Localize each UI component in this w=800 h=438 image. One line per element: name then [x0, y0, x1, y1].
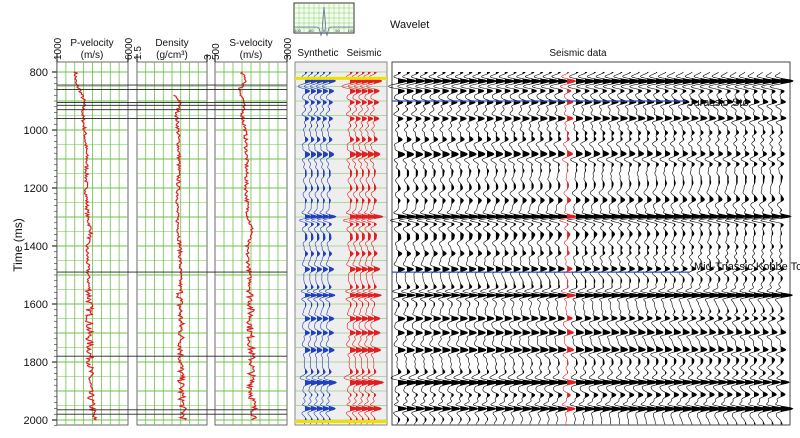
seismic-trace	[347, 71, 366, 425]
seismic-data-trace	[724, 71, 749, 425]
density-title: Density	[155, 38, 188, 49]
y-tick-label: 800	[30, 67, 48, 79]
p-velocity-unit: (m/s)	[81, 50, 104, 61]
seismic-data-trace	[451, 71, 473, 425]
wavelet-inset: -100 -50 0 50 100	[293, 2, 355, 37]
seismic-trace	[360, 71, 378, 425]
seismic-data-trace	[584, 71, 607, 425]
log-curve-density	[173, 94, 188, 421]
density-min: 1.5	[133, 46, 144, 60]
seismic-data-trace	[522, 71, 544, 425]
seismic-data-trace	[442, 71, 464, 425]
s-velocity-title: S-velocity	[229, 38, 272, 49]
seismic-data-trace	[513, 71, 535, 425]
wavelet-tick-label: 0	[323, 28, 326, 33]
seismic-data-trace	[566, 71, 589, 425]
seismic-data-trace	[540, 71, 562, 425]
synthetic-trace	[322, 71, 337, 425]
seismic-trace	[341, 71, 360, 425]
seismic-data-trace	[627, 71, 651, 425]
s-velocity-unit: (m/s)	[240, 50, 263, 61]
seismic-data-trace	[415, 71, 437, 425]
s-velocity-max: 3000	[283, 37, 294, 60]
seismic-data-trace	[388, 71, 410, 425]
seismic-data-trace	[487, 71, 508, 425]
seismic-data-trace	[575, 71, 598, 425]
seismic-data-trace	[433, 71, 455, 425]
seismic-data-trace	[460, 71, 481, 425]
y-axis-label: Time (ms)	[11, 218, 25, 272]
y-tick-label: 2000	[24, 415, 48, 427]
seismic-data-trace	[549, 71, 571, 425]
seismic-data-trace	[531, 71, 553, 425]
density-max: 3	[203, 54, 214, 60]
seismic-data-trace	[707, 71, 731, 425]
seismic-data-trace	[698, 71, 722, 425]
wavelet-tick-label: -100	[293, 28, 302, 33]
seismic-data-trace	[751, 71, 776, 425]
synthetic-trace	[316, 71, 331, 425]
synthetic-trace	[310, 71, 325, 425]
seismic-data-trace	[663, 71, 687, 425]
seismic-data-trace	[680, 71, 704, 425]
p-velocity-title: P-velocity	[70, 38, 113, 49]
wavelet-title: Wavelet	[390, 19, 429, 31]
y-tick-label: 1800	[24, 357, 48, 369]
seismic-data-trace	[715, 71, 740, 425]
synthetic-trace	[298, 71, 313, 425]
seismic-data-trace	[645, 71, 669, 425]
seismic-data-trace	[424, 71, 446, 425]
seismic-data-trace	[406, 71, 428, 425]
seismic-data-trace	[742, 71, 767, 425]
seismic-title: Seismic	[346, 48, 381, 59]
seismic-data-trace	[636, 71, 660, 425]
wavelet-curve	[294, 6, 354, 37]
seismic-trace	[354, 71, 372, 425]
y-tick-label: 1600	[24, 299, 48, 311]
seismic-data-trace	[760, 71, 785, 425]
seismic-data-trace	[601, 71, 625, 425]
seismic-data-trace	[478, 71, 499, 425]
density-unit: (g/cm³)	[156, 50, 188, 61]
horizon-label-jurassic-sto: Jurassic-Stø	[688, 97, 749, 109]
seismic-data-trace	[592, 71, 616, 425]
seismic-data-title: Seismic data	[549, 48, 607, 59]
synthetic-seismic-panel	[294, 61, 388, 426]
s-velocity-min: 500	[211, 43, 222, 60]
seismic-data-trace	[505, 71, 526, 425]
seismic-data-trace	[619, 71, 643, 425]
log-curve-s-velocity	[238, 71, 259, 421]
horizon-label-kobbe-top: Mid-Triassic Kobbe Top	[694, 261, 800, 273]
seismic-data-trace	[769, 71, 794, 425]
wavelet-tick-label: -50	[308, 28, 315, 33]
synthetic-trace	[304, 71, 319, 425]
seismic-data-trace	[733, 71, 758, 425]
seismic-data-trace	[469, 71, 491, 425]
seismic-data-trace	[610, 71, 634, 425]
p-velocity-min: 1000	[53, 37, 64, 60]
seismic-data-trace	[496, 71, 517, 425]
seismic-data-trace	[397, 71, 419, 425]
seismic-data-trace	[671, 71, 696, 425]
seismic-trace	[366, 71, 385, 425]
log-curve-p-velocity	[73, 71, 98, 421]
y-tick-label: 1200	[24, 183, 48, 195]
wavelet-tick-label: 50	[335, 28, 340, 33]
y-tick-label: 1400	[24, 241, 48, 253]
seismic-data-trace	[654, 71, 678, 425]
y-tick-label: 1000	[24, 125, 48, 137]
p-velocity-max: 6000	[124, 37, 135, 60]
well-location-trace	[559, 71, 578, 425]
synthetic-title: Synthetic	[297, 48, 338, 59]
wavelet-tick-label: 100	[348, 28, 355, 33]
seismic-data-trace	[689, 71, 713, 425]
